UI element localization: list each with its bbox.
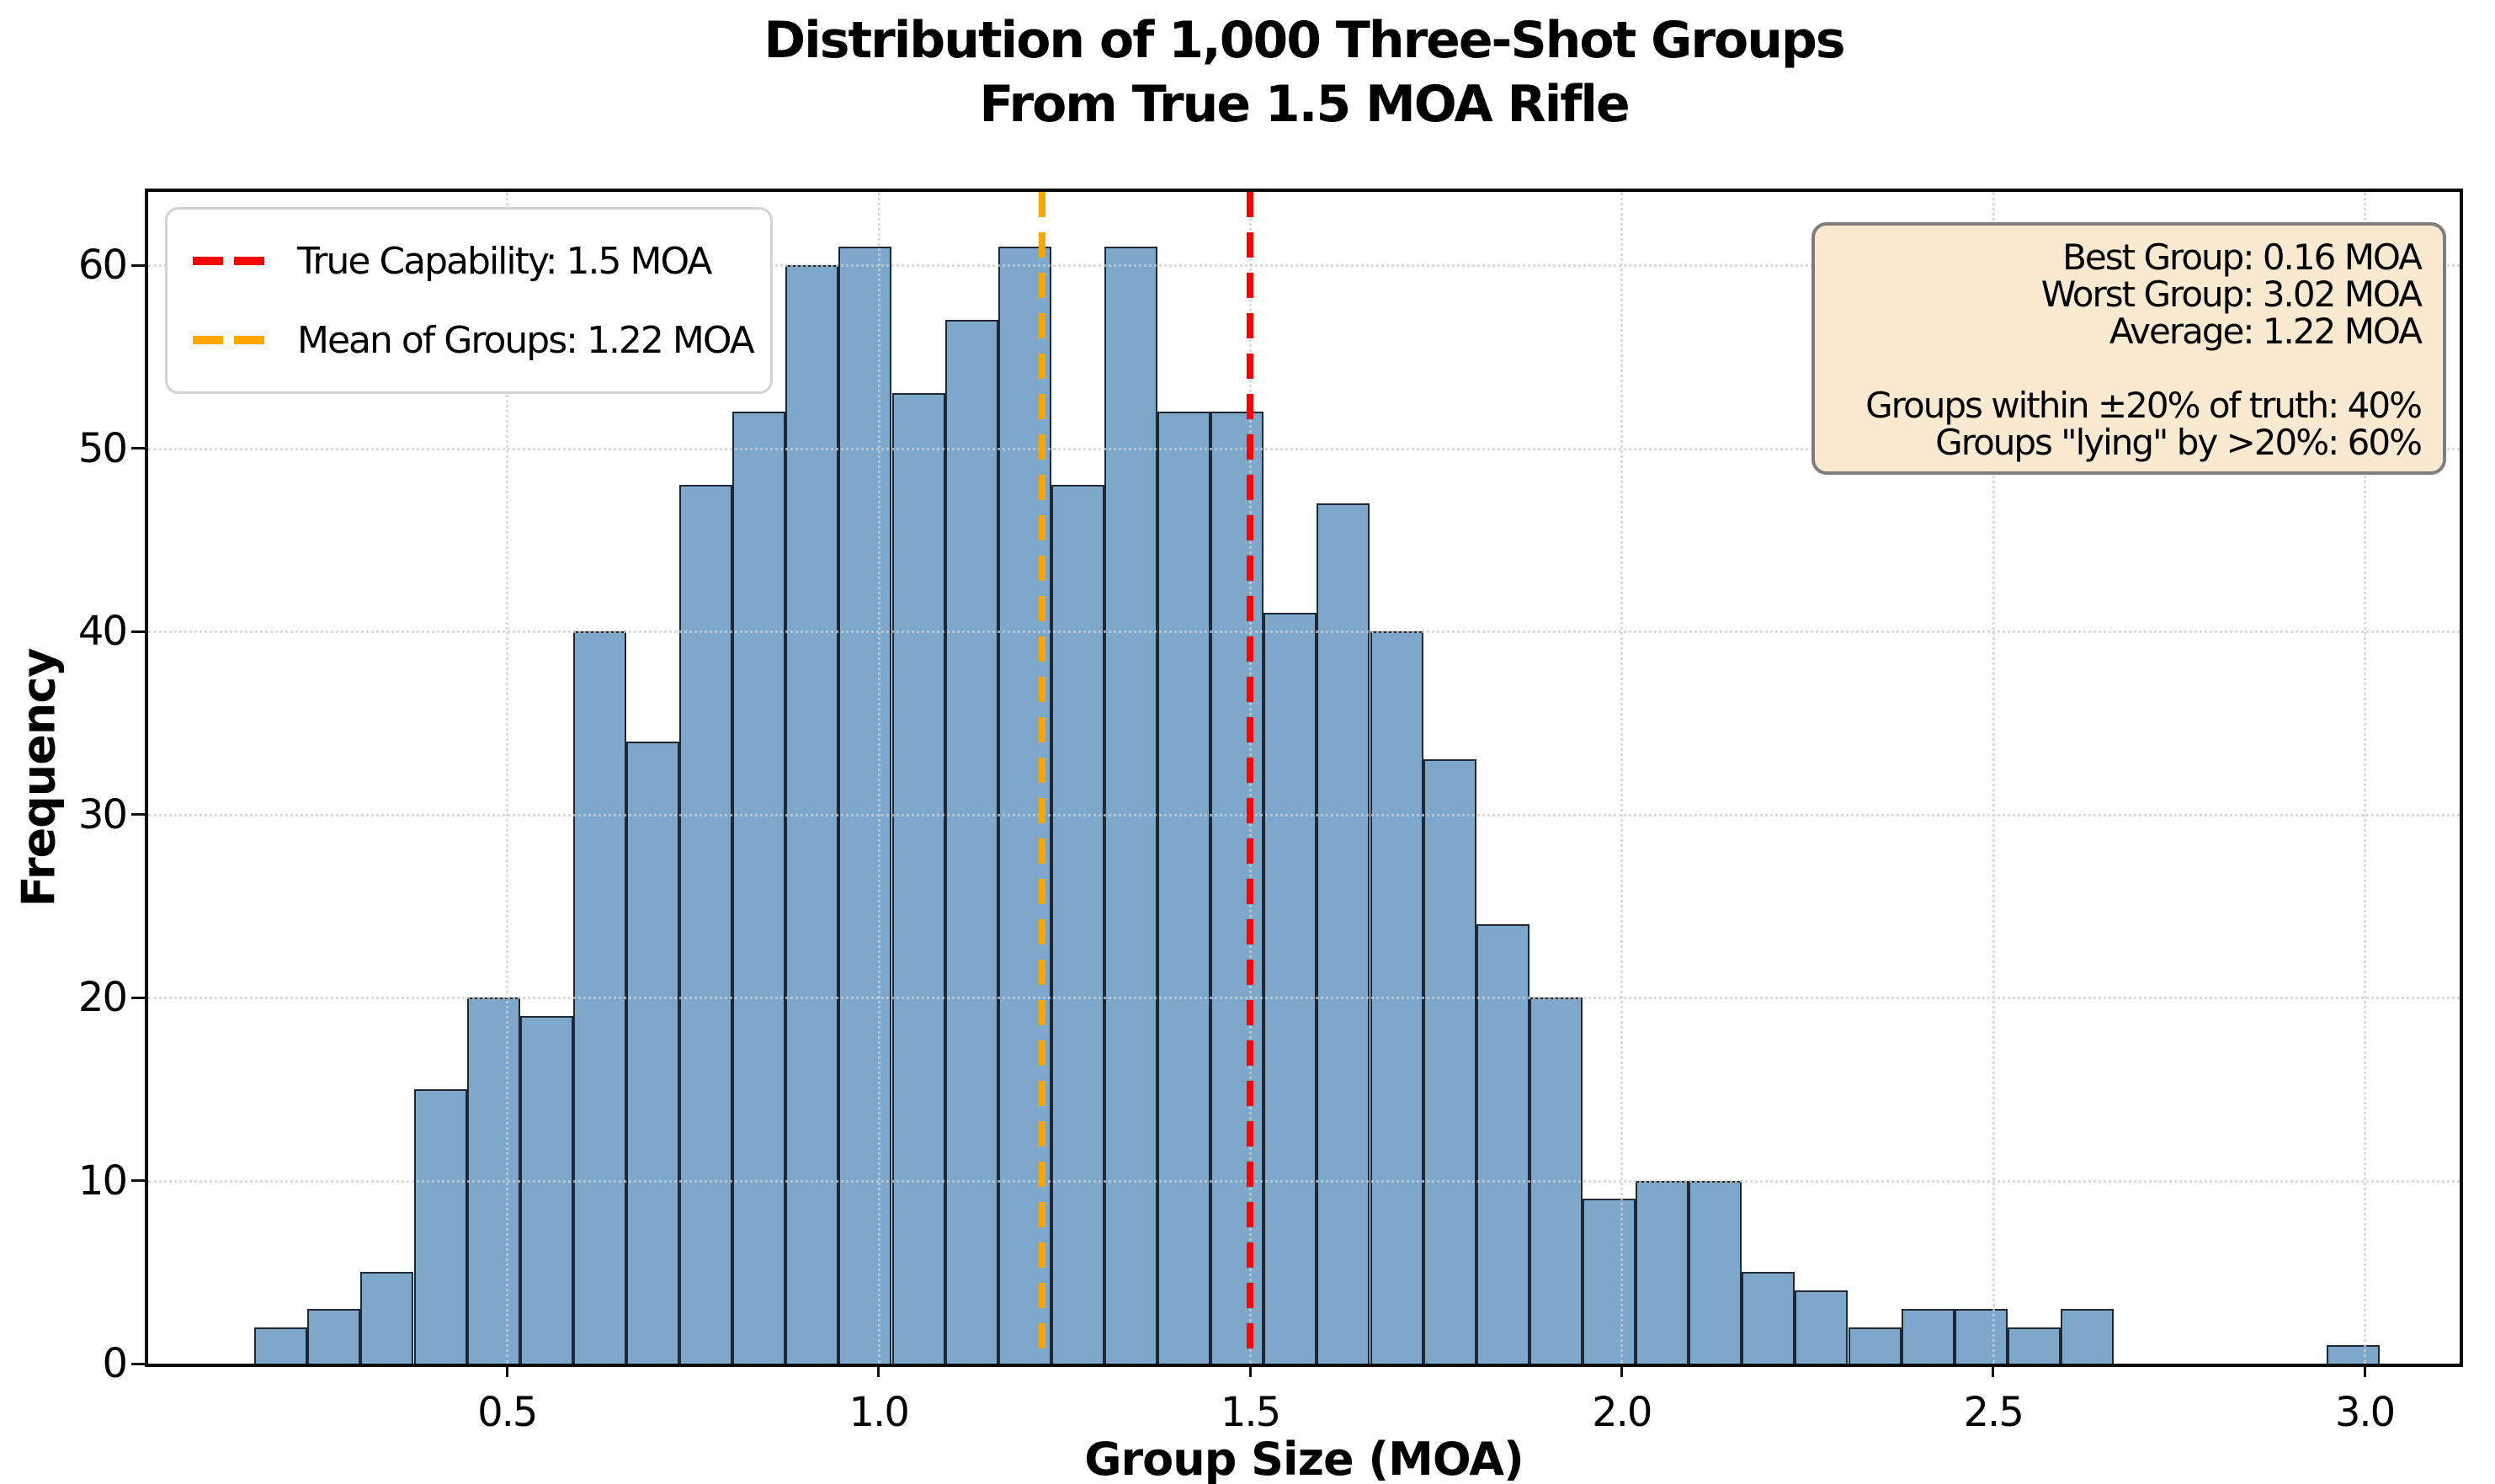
histogram-bar [1157, 412, 1211, 1364]
histogram-bar [572, 631, 626, 1364]
y-tick-mark [131, 1179, 145, 1182]
histogram-bar [1051, 485, 1104, 1364]
histogram-bar [1636, 1180, 1689, 1364]
x-tick-label: 3.0 [2334, 1389, 2396, 1436]
histogram-bar [1795, 1290, 1849, 1364]
x-tick-label: 1.0 [849, 1389, 910, 1436]
x-tick-label: 2.0 [1592, 1389, 1652, 1436]
orange-dashed-line-sample [193, 336, 265, 344]
histogram-bar [1689, 1180, 1742, 1364]
histogram-bar [254, 1327, 308, 1364]
histogram-bar [1954, 1308, 2008, 1364]
stats-lying-20pct: Groups "lying" by >20%: 60% [1935, 422, 2423, 463]
legend-label-mean-of-groups: Mean of Groups: 1.22 MOA [297, 318, 755, 362]
y-tick-label: 20 [77, 974, 128, 1021]
histogram-bar [1210, 412, 1264, 1364]
histogram-bar [732, 412, 786, 1364]
y-tick-label: 10 [77, 1157, 128, 1205]
histogram-bar [1423, 759, 1476, 1364]
histogram-bar [519, 1015, 573, 1364]
histogram-bar [785, 265, 839, 1364]
histogram-bar [1901, 1308, 1955, 1364]
y-tick-mark [131, 263, 145, 267]
histogram-bar [1583, 1199, 1636, 1364]
x-tick-mark [2363, 1364, 2366, 1377]
histogram-bar [679, 485, 733, 1364]
x-tick-mark [1248, 1364, 1252, 1377]
histogram-bar [307, 1308, 361, 1364]
histogram-bar [413, 1088, 467, 1364]
histogram-bar [2007, 1327, 2061, 1364]
y-tick-mark [131, 630, 145, 633]
x-tick-mark [877, 1364, 880, 1377]
x-gridline [1620, 192, 1624, 1364]
histogram-bar [1104, 247, 1158, 1364]
y-tick-label: 30 [77, 790, 128, 838]
chart-title-line2: From True 1.5 MOA Rifle [979, 75, 1630, 134]
histogram-bar [1263, 613, 1317, 1364]
chart-title: Distribution of 1,000 Three-Shot Groups … [148, 8, 2460, 136]
y-tick-label: 60 [77, 242, 128, 289]
histogram-bar [1370, 631, 1423, 1364]
histogram-bar [360, 1272, 414, 1364]
histogram-bar [2326, 1345, 2380, 1364]
mean-of-groups-vline [1038, 192, 1045, 1364]
stats-average: Average: 1.22 MOA [2109, 311, 2423, 352]
y-tick-mark [131, 813, 145, 816]
stats-box: Best Group: 0.16 MOA Worst Group: 3.02 M… [1811, 222, 2446, 475]
histogram-bar [891, 393, 945, 1364]
x-tick-label: 2.5 [1963, 1389, 2024, 1436]
histogram-bar [1848, 1327, 1902, 1364]
histogram-bar [1529, 997, 1583, 1364]
red-dashed-line-sample [193, 257, 265, 265]
true-capability-vline [1247, 192, 1253, 1364]
legend-label-true-capability: True Capability: 1.5 MOA [297, 239, 712, 283]
stats-spacer [1837, 350, 2421, 387]
x-axis-title: Group Size (MOA) [1084, 1433, 1524, 1484]
x-tick-mark [1992, 1364, 1995, 1377]
y-tick-mark [131, 996, 145, 999]
y-tick-mark [131, 1362, 145, 1365]
x-tick-label: 0.5 [477, 1389, 538, 1436]
histogram-bar [1476, 924, 1529, 1364]
chart-title-line1: Distribution of 1,000 Three-Shot Groups [763, 11, 1845, 70]
histogram-bar [1317, 503, 1370, 1364]
histogram-bar [838, 247, 892, 1364]
legend-row-mean-of-groups: Mean of Groups: 1.22 MOA [193, 312, 755, 368]
y-axis-title: Frequency [12, 648, 66, 907]
x-tick-mark [1620, 1364, 1623, 1377]
legend-row-true-capability: True Capability: 1.5 MOA [193, 233, 745, 289]
y-tick-mark [131, 447, 145, 449]
histogram-bar [944, 320, 998, 1364]
legend: True Capability: 1.5 MOA Mean of Groups:… [165, 207, 773, 394]
histogram-bar [626, 741, 680, 1364]
stats-worst-group: Worst Group: 3.02 MOA [2040, 274, 2423, 315]
y-tick-label: 40 [77, 608, 128, 655]
y-tick-label: 0 [102, 1340, 128, 1387]
stats-within-20pct: Groups within ±20% of truth: 40% [1865, 385, 2423, 426]
stats-best-group: Best Group: 0.16 MOA [2062, 237, 2423, 278]
x-tick-label: 1.5 [1220, 1389, 1281, 1436]
y-tick-label: 50 [77, 424, 128, 472]
x-tick-mark [505, 1364, 508, 1377]
histogram-bar [466, 997, 520, 1364]
histogram-bar [2061, 1308, 2115, 1364]
histogram-bar [1742, 1272, 1795, 1364]
